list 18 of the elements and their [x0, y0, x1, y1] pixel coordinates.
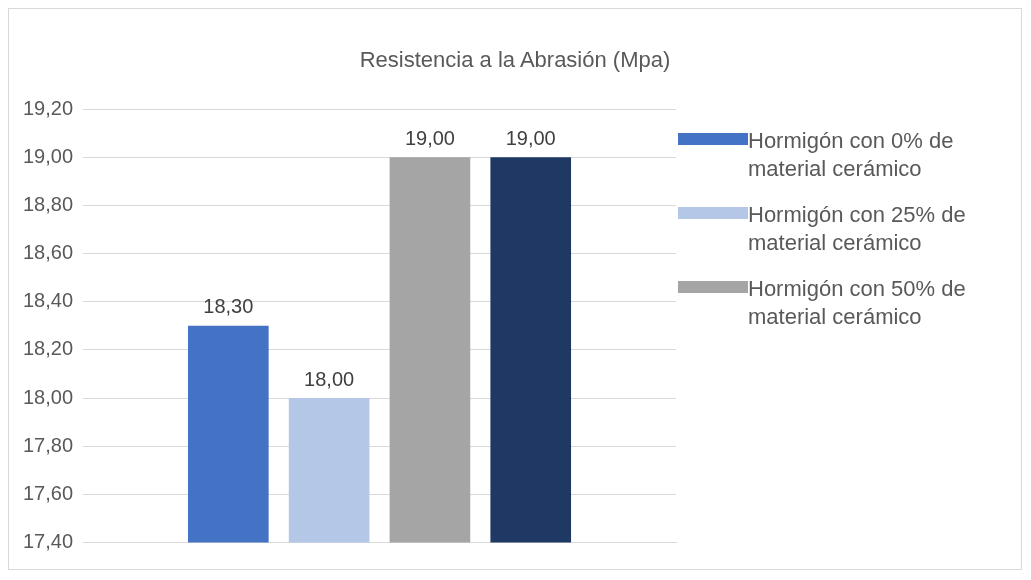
- legend-label: Hormigón con 50% de material cerámico: [748, 275, 967, 331]
- data-label: 18,00: [304, 367, 355, 390]
- y-tick-label: 18,80: [22, 192, 74, 215]
- legend-label: Hormigón con 0% de material cerámico: [748, 127, 955, 183]
- y-tick-label: 17,60: [22, 481, 74, 504]
- y-tick-label: 18,40: [22, 289, 74, 312]
- y-tick-label: 18,00: [22, 385, 74, 408]
- y-tick-label: 19,00: [22, 144, 74, 167]
- y-tick-label: 19,20: [22, 96, 74, 119]
- y-tick-label: 18,60: [22, 241, 74, 264]
- data-label: 18,30: [203, 295, 254, 318]
- data-label: 19,00: [505, 126, 556, 149]
- y-tick-label: 18,20: [22, 337, 74, 360]
- y-tick-label: 17,40: [22, 530, 74, 553]
- y-tick-label: 17,80: [22, 433, 74, 456]
- legend-label: Hormigón con 25% de material cerámico: [748, 201, 967, 257]
- data-label: 19,00: [404, 126, 455, 149]
- chart-title: Resistencia a la Abrasión (Mpa): [358, 47, 672, 74]
